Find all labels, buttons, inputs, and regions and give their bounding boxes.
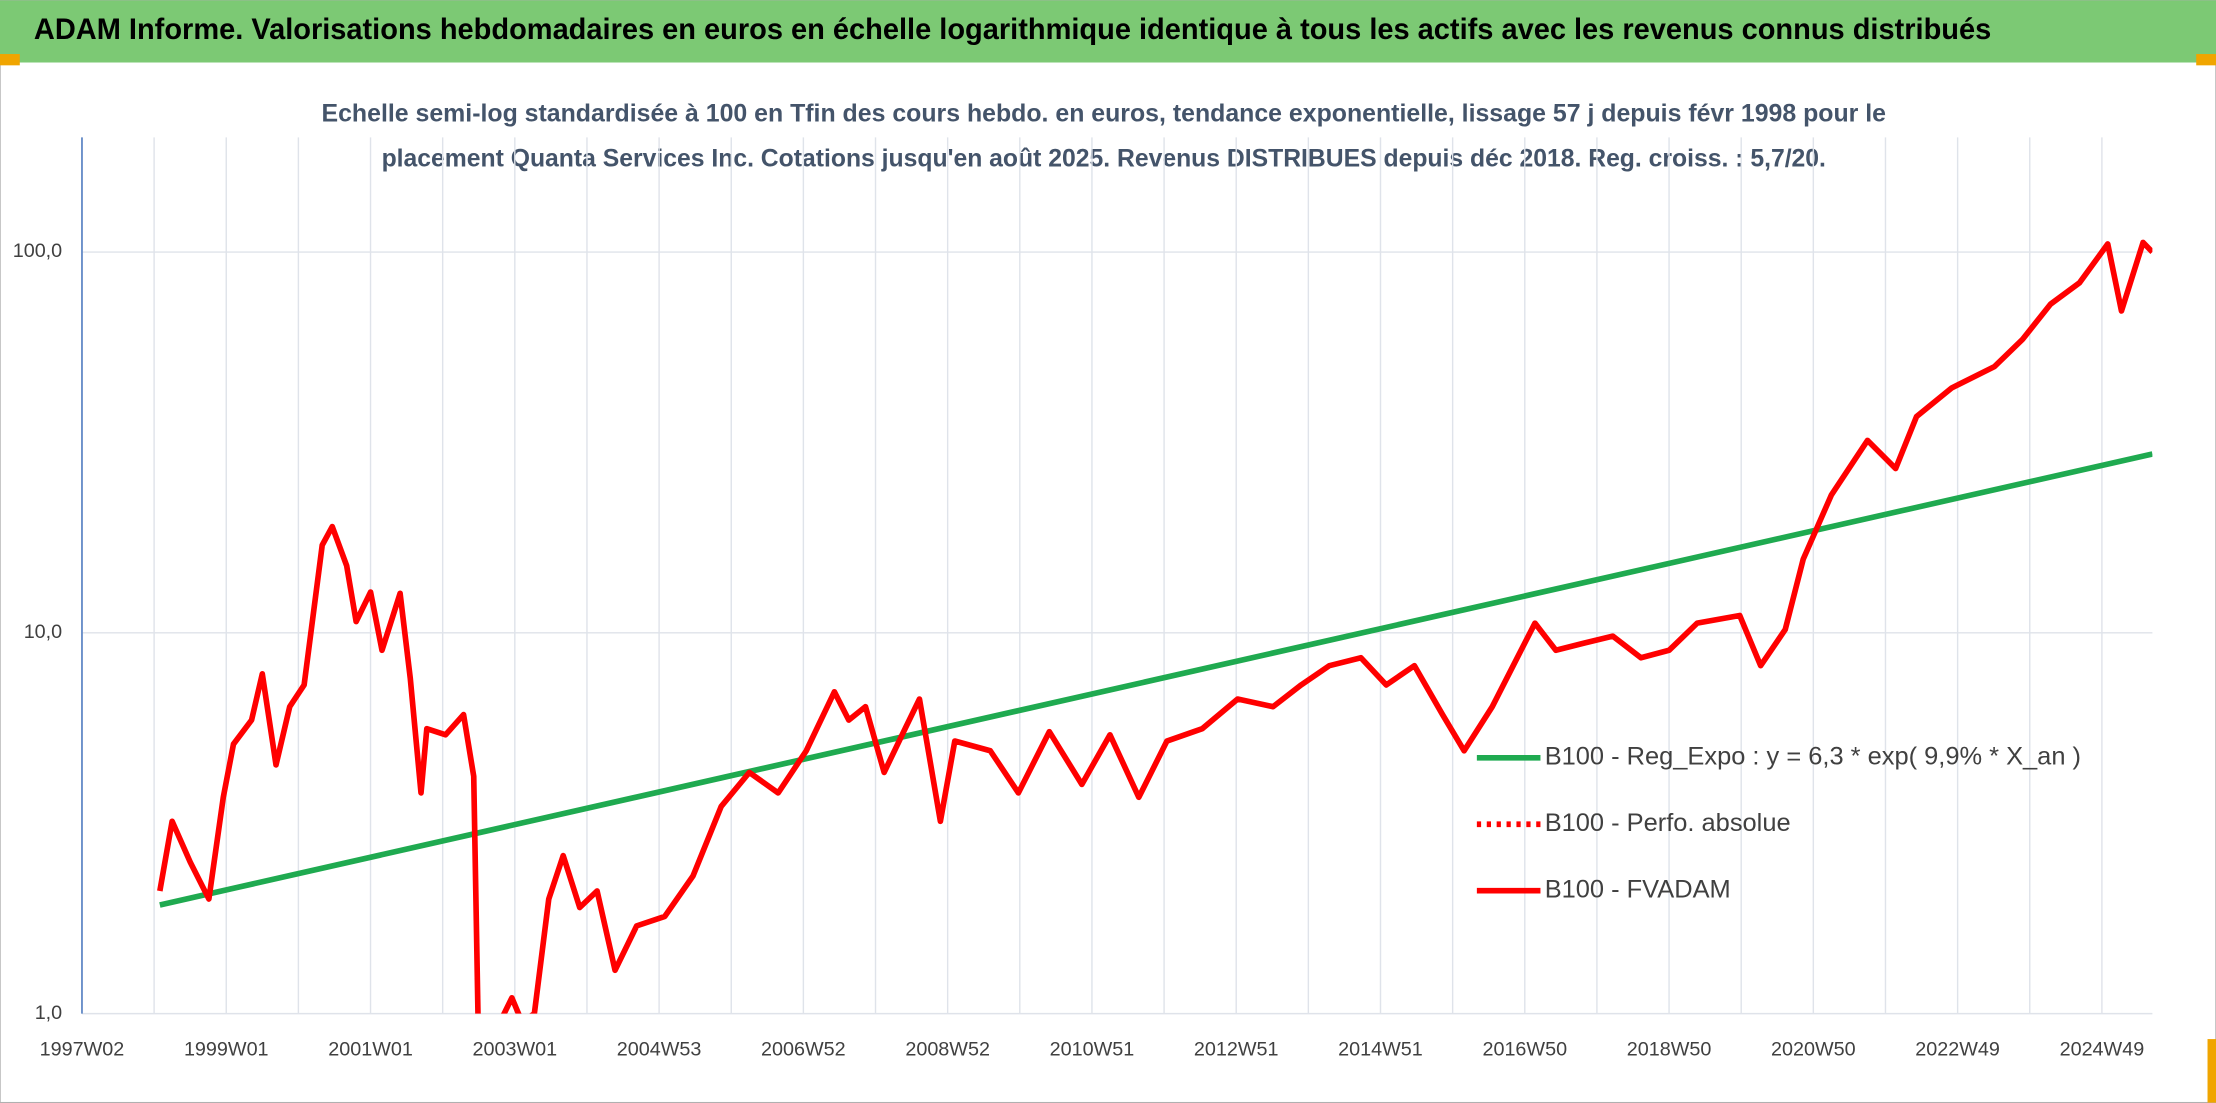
x-tick-label: 1999W01: [184, 1039, 269, 1061]
chart-subtitle: Echelle semi-log standardisée à 100 en T…: [322, 100, 1886, 128]
x-tick-label: 2024W49: [2060, 1039, 2145, 1061]
corner-marker: [0, 54, 20, 66]
x-tick-label: 2020W50: [1771, 1039, 1856, 1061]
x-tick-label: 2001W01: [328, 1039, 413, 1061]
legend-label: B100 - FVADAM: [1545, 875, 1731, 903]
x-tick-label: 2016W50: [1482, 1039, 1567, 1061]
data-line: [159, 451, 2153, 908]
x-tick-label: 2006W52: [761, 1039, 846, 1061]
chart-title: ADAM Informe. Valorisations hebdomadaire…: [34, 13, 1991, 46]
x-tick-label: 2022W49: [1915, 1039, 2000, 1061]
y-tick-label: 1,0: [35, 1002, 62, 1024]
x-tick-label: 2018W50: [1627, 1039, 1712, 1061]
x-tick-label: 2008W52: [905, 1039, 990, 1061]
y-tick-label: 10,0: [24, 621, 62, 643]
title-banner: [0, 0, 2216, 63]
legend-label: B100 - Perfo. absolue: [1545, 809, 1791, 837]
legend-label: B100 - Reg_Expo : y = 6,3 * exp( 9,9% * …: [1545, 743, 2081, 771]
x-tick-label: 1997W02: [40, 1039, 125, 1061]
x-tick-label: 2014W51: [1338, 1039, 1423, 1061]
x-tick-label: 2010W51: [1050, 1039, 1135, 1061]
corner-marker: [2207, 1039, 2216, 1103]
corner-marker: [2196, 54, 2216, 66]
plot-area: [157, 239, 2153, 1014]
x-tick-label: 2012W51: [1194, 1039, 1279, 1061]
data-line: [157, 239, 2153, 1014]
x-tick-label: 2003W01: [473, 1039, 558, 1061]
x-tick-label: 2004W53: [617, 1039, 702, 1061]
y-tick-label: 100,0: [13, 240, 62, 262]
chart-subtitle: placement Quanta Services Inc. Cotations…: [382, 145, 1826, 173]
